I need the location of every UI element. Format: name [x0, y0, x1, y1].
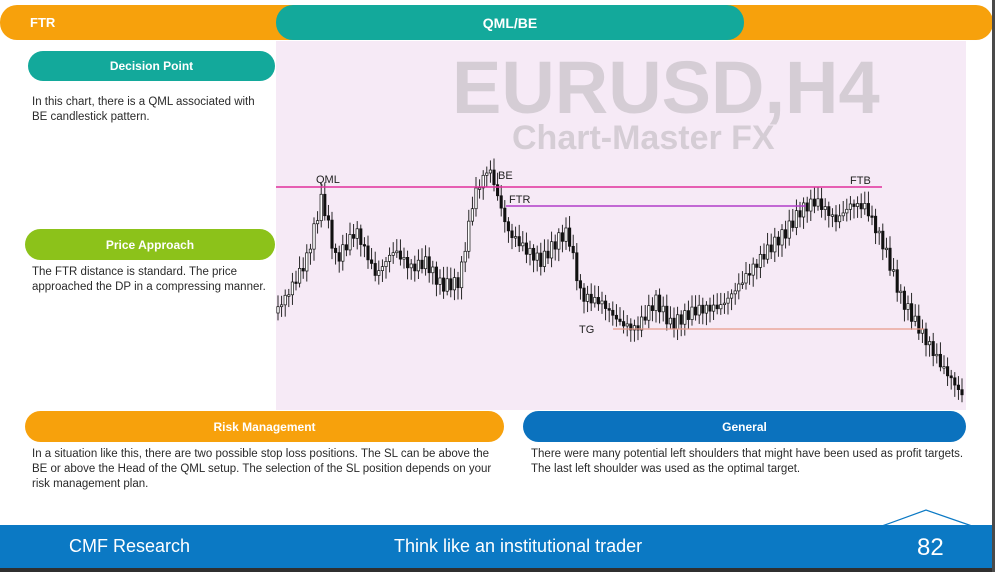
risk-management-heading: Risk Management — [25, 411, 504, 442]
footer-roof-decoration — [881, 509, 973, 527]
decision-point-text: In this chart, there is a QML associated… — [32, 96, 255, 123]
bottom-border — [0, 568, 995, 572]
page-number: 82 — [917, 534, 944, 561]
ftr-label: FTR — [509, 194, 530, 206]
chart-watermark-symbol: EURUSD,H4 — [452, 46, 880, 129]
candlestick-series — [276, 158, 964, 403]
general-text: There were many potential left shoulders… — [531, 448, 964, 475]
footer-slogan: Think like an institutional trader — [394, 536, 643, 556]
risk-management-text: In a situation like this, there are two … — [32, 448, 492, 490]
header-ftr-label: FTR — [30, 15, 56, 30]
price-approach-heading: Price Approach — [25, 229, 275, 260]
chart-watermark-brand: Chart-Master FX — [512, 119, 775, 157]
qml-label: QML — [316, 174, 340, 186]
tg-label: TG — [579, 324, 594, 336]
right-border — [992, 0, 995, 572]
footer-brand: CMF Research — [69, 536, 191, 556]
price-approach-text: The FTR distance is standard. The price … — [32, 266, 266, 293]
decision-point-heading: Decision Point — [28, 51, 275, 81]
be-label: BE — [498, 170, 513, 182]
footer-bar: CMF Research Think like an institutional… — [0, 525, 995, 568]
chart-canvas: EURUSD,H4 Chart-Master FX QML BE FTR FTB… — [276, 46, 964, 403]
price-chart: EURUSD,H4 Chart-Master FX QML BE FTR FTB… — [276, 41, 966, 410]
header-title: QML/BE — [276, 5, 744, 40]
general-heading: General — [523, 411, 966, 442]
ftb-label: FTB — [850, 175, 871, 187]
